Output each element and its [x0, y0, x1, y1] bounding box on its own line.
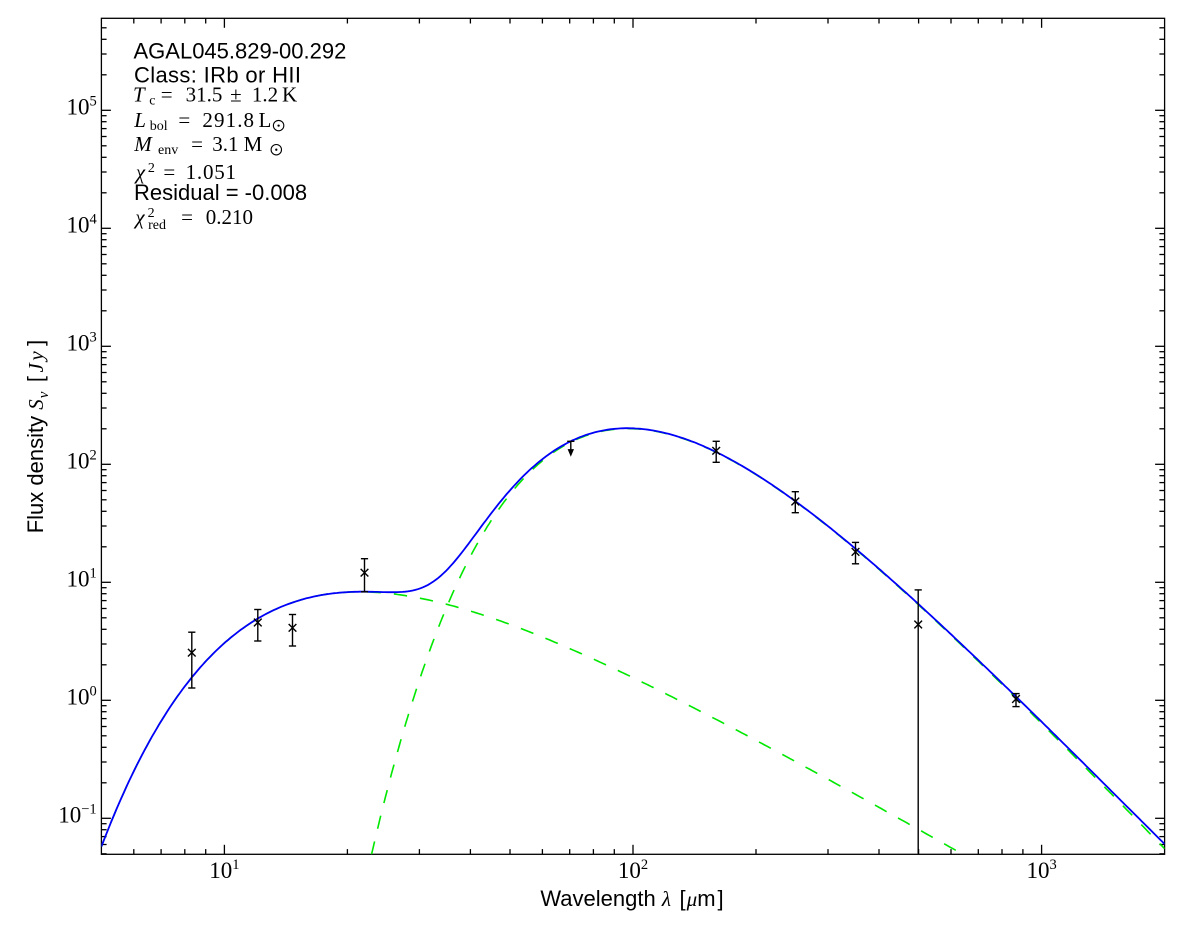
svg-text:AGAL045.829-00.292: AGAL045.829-00.292 [134, 39, 347, 64]
svg-text:Residual = -0.008: Residual = -0.008 [134, 180, 307, 205]
svg-text:102: 102 [66, 448, 96, 474]
svg-text:10−1: 10−1 [58, 802, 96, 828]
svg-text:103: 103 [1026, 857, 1056, 883]
svg-text:χ2=1.051: χ 2 = 1.051 [134, 160, 237, 184]
svg-text:Flux density Sν[Jy]: Flux density Sν[Jy] [23, 340, 52, 534]
svg-text:Tc=31.5±1.2K: Tc = 31.5 ±1.2 K [133, 83, 297, 109]
svg-text:105: 105 [66, 94, 96, 120]
svg-text:Wavelength λ [μm]: Wavelength λ [μm] [540, 886, 723, 911]
svg-text:101: 101 [209, 857, 239, 883]
svg-text:100: 100 [66, 684, 96, 710]
svg-text:104: 104 [66, 212, 97, 238]
svg-text:101: 101 [66, 566, 96, 592]
svg-text:Class: IRb or HII: Class: IRb or HII [134, 63, 301, 88]
svg-text:103: 103 [66, 330, 96, 356]
svg-text:102: 102 [618, 857, 648, 883]
